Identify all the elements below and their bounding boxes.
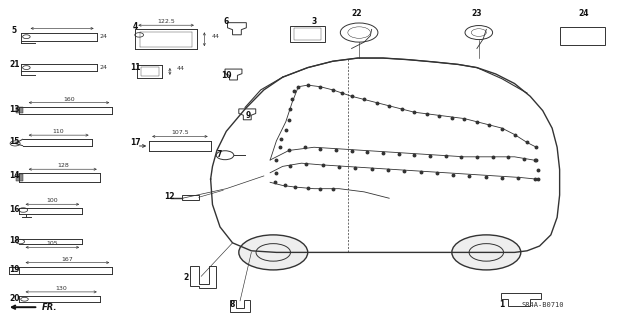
Text: 167: 167 <box>62 257 73 262</box>
Bar <box>560 27 605 45</box>
Text: 110: 110 <box>53 129 65 134</box>
Text: 9: 9 <box>246 111 251 120</box>
Text: 130: 130 <box>55 286 67 291</box>
Text: 18: 18 <box>9 236 20 245</box>
Circle shape <box>239 235 308 270</box>
Bar <box>16 174 23 181</box>
Bar <box>16 108 23 113</box>
Text: 14: 14 <box>9 172 19 180</box>
Text: 10: 10 <box>221 71 232 80</box>
Text: 23: 23 <box>472 9 482 18</box>
Text: 12: 12 <box>165 192 175 201</box>
Text: 100: 100 <box>46 198 58 203</box>
Text: 24: 24 <box>578 9 588 18</box>
Text: 21: 21 <box>9 60 19 69</box>
Bar <box>294 28 321 40</box>
Text: 16: 16 <box>9 205 19 214</box>
Text: 5: 5 <box>12 27 17 36</box>
Text: 13: 13 <box>9 105 19 114</box>
Text: 20: 20 <box>9 294 19 303</box>
Text: 7: 7 <box>216 150 222 159</box>
Text: 44: 44 <box>177 67 185 71</box>
Text: 44: 44 <box>212 34 220 39</box>
Text: 1: 1 <box>499 300 505 309</box>
Text: 8: 8 <box>230 300 236 309</box>
Text: 15: 15 <box>9 137 19 146</box>
Text: 4: 4 <box>133 22 138 31</box>
Text: 122.5: 122.5 <box>157 19 175 24</box>
Text: 17: 17 <box>130 138 141 147</box>
Bar <box>141 67 159 76</box>
Text: 2: 2 <box>183 273 188 282</box>
Text: 3: 3 <box>311 17 317 26</box>
Bar <box>182 196 198 199</box>
Text: S84A-B0710: S84A-B0710 <box>521 302 564 308</box>
Text: 24: 24 <box>100 34 107 39</box>
Text: 24: 24 <box>100 65 107 70</box>
Text: FR.: FR. <box>41 303 57 312</box>
Text: 22: 22 <box>351 9 362 18</box>
Circle shape <box>452 235 521 270</box>
Text: 160: 160 <box>63 97 75 102</box>
Text: 107.5: 107.5 <box>171 131 189 135</box>
Text: 19: 19 <box>9 265 19 275</box>
Text: 105: 105 <box>46 241 58 246</box>
Bar <box>290 26 325 42</box>
Circle shape <box>256 244 291 261</box>
Text: 6: 6 <box>224 17 229 26</box>
Text: 11: 11 <box>130 63 141 72</box>
Text: 128: 128 <box>57 163 68 168</box>
Circle shape <box>469 244 504 261</box>
